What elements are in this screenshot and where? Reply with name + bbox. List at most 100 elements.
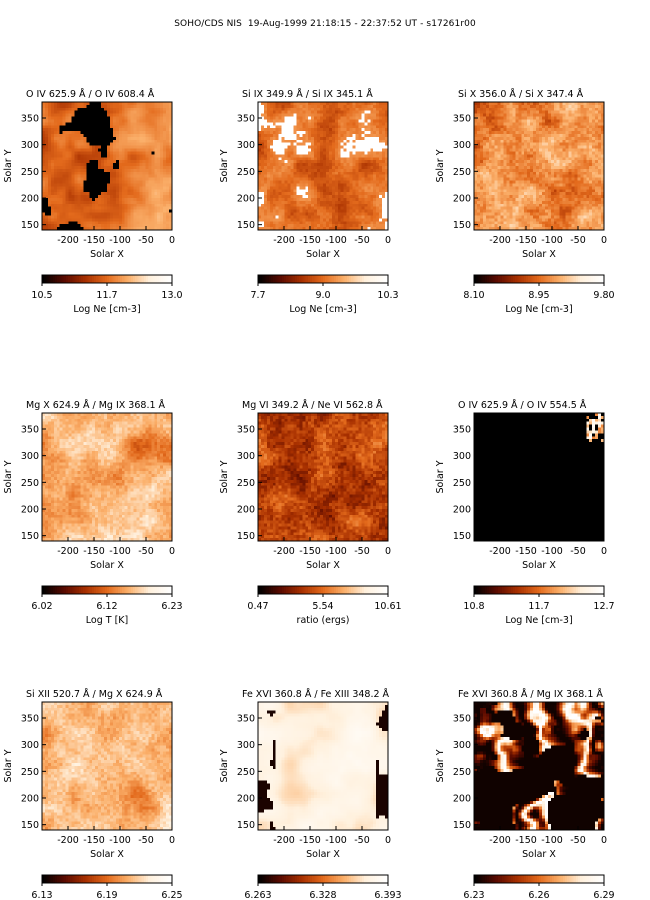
- heatmap-cell: [139, 192, 143, 196]
- heatmap-cell: [121, 206, 126, 211]
- heatmap-cell: [530, 186, 534, 190]
- heatmap-cell: [263, 168, 268, 173]
- heatmap-cell: [272, 116, 277, 120]
- heatmap-cell: [373, 166, 377, 170]
- heatmap-cell: [334, 160, 339, 164]
- heatmap-cell: [290, 183, 294, 187]
- heatmap-cell: [124, 157, 129, 161]
- heatmap-cell: [512, 195, 516, 199]
- heatmap-cell: [527, 110, 531, 115]
- heatmap-cell: [142, 131, 146, 135]
- heatmap-cell: [521, 154, 525, 158]
- heatmap-cell: [124, 183, 129, 187]
- heatmap-cell: [281, 186, 285, 190]
- heatmap-cell: [266, 131, 271, 135]
- heatmap-cell: [367, 122, 371, 126]
- heatmap-cell: [376, 198, 380, 202]
- heatmap-cell: [337, 134, 342, 138]
- heatmap-cell: [474, 206, 478, 211]
- heatmap-cell: [266, 116, 271, 120]
- heatmap-cell: [488, 192, 493, 196]
- heatmap-cell: [145, 183, 149, 187]
- heatmap-cell: [314, 107, 318, 112]
- heatmap-cell: [151, 224, 155, 228]
- heatmap-cell: [118, 203, 123, 208]
- heatmap-cell: [121, 166, 126, 170]
- heatmap-cell: [101, 192, 105, 196]
- heatmap-cell: [124, 174, 129, 179]
- heatmap-cell: [160, 221, 164, 225]
- heatmap-cell: [107, 134, 111, 138]
- heatmap-cell: [92, 168, 96, 173]
- heatmap-cell: [62, 200, 67, 205]
- heatmap-cell: [349, 171, 353, 176]
- heatmap-cell: [503, 131, 507, 135]
- heatmap-cell: [343, 209, 348, 213]
- heatmap-cell: [98, 163, 102, 167]
- heatmap-cell: [148, 180, 152, 184]
- heatmap-cell: [136, 102, 140, 106]
- heatmap-cell: [98, 227, 102, 231]
- heatmap-cell: [337, 116, 342, 120]
- heatmap-cell: [352, 151, 356, 155]
- heatmap-cell: [136, 209, 140, 213]
- heatmap-cell: [68, 192, 72, 196]
- heatmap-cell: [361, 186, 365, 190]
- heatmap-image: [42, 102, 173, 231]
- heatmap-cell: [71, 212, 75, 216]
- heatmap-cell: [92, 136, 96, 141]
- heatmap-cell: [74, 186, 78, 190]
- heatmap-cell: [68, 128, 72, 132]
- heatmap-cell: [302, 125, 306, 129]
- heatmap-cell: [74, 131, 78, 135]
- heatmap-cell: [53, 151, 58, 155]
- heatmap-cell: [370, 110, 374, 115]
- heatmap-cell: [364, 177, 368, 181]
- heatmap-cell: [293, 174, 297, 179]
- heatmap-cell: [340, 157, 345, 161]
- heatmap-cell: [154, 212, 158, 216]
- heatmap-cell: [314, 154, 318, 158]
- heatmap-cell: [382, 110, 386, 115]
- heatmap-cell: [340, 151, 345, 155]
- heatmap-cell: [328, 119, 333, 123]
- heatmap-cell: [323, 206, 327, 211]
- heatmap-cell: [101, 218, 105, 222]
- heatmap-cell: [328, 131, 333, 135]
- heatmap-cell: [518, 160, 522, 164]
- heatmap-cell: [299, 171, 303, 176]
- heatmap-cell: [62, 157, 67, 161]
- heatmap-cell: [127, 186, 132, 190]
- heatmap-cell: [337, 139, 342, 144]
- heatmap-cell: [263, 224, 268, 228]
- heatmap-cell: [118, 104, 123, 109]
- heatmap-cell: [109, 145, 114, 149]
- heatmap-cell: [278, 209, 283, 213]
- heatmap-cell: [355, 218, 359, 222]
- heatmap-cell: [275, 157, 280, 161]
- heatmap-cell: [385, 160, 389, 164]
- heatmap-cell: [133, 189, 137, 193]
- heatmap-cell: [479, 154, 484, 158]
- heatmap-cell: [278, 189, 283, 193]
- heatmap-cell: [361, 215, 365, 219]
- heatmap-cell: [491, 154, 496, 158]
- heatmap-cell: [334, 168, 339, 173]
- heatmap-cell: [260, 183, 265, 187]
- heatmap-cell: [127, 166, 132, 170]
- heatmap-cell: [527, 174, 531, 179]
- heatmap-cell: [349, 227, 353, 231]
- heatmap-cell: [151, 128, 155, 132]
- heatmap-cell: [74, 113, 78, 117]
- heatmap-cell: [379, 209, 383, 213]
- heatmap-cell: [169, 177, 173, 181]
- heatmap-cell: [169, 142, 173, 147]
- heatmap-cell: [112, 203, 117, 208]
- heatmap-cell: [89, 206, 93, 211]
- heatmap-cell: [98, 136, 102, 141]
- heatmap-cell: [74, 151, 78, 155]
- heatmap-cell: [112, 119, 117, 123]
- heatmap-cell: [334, 224, 339, 228]
- heatmap-cell: [325, 142, 330, 147]
- heatmap-cell: [323, 183, 327, 187]
